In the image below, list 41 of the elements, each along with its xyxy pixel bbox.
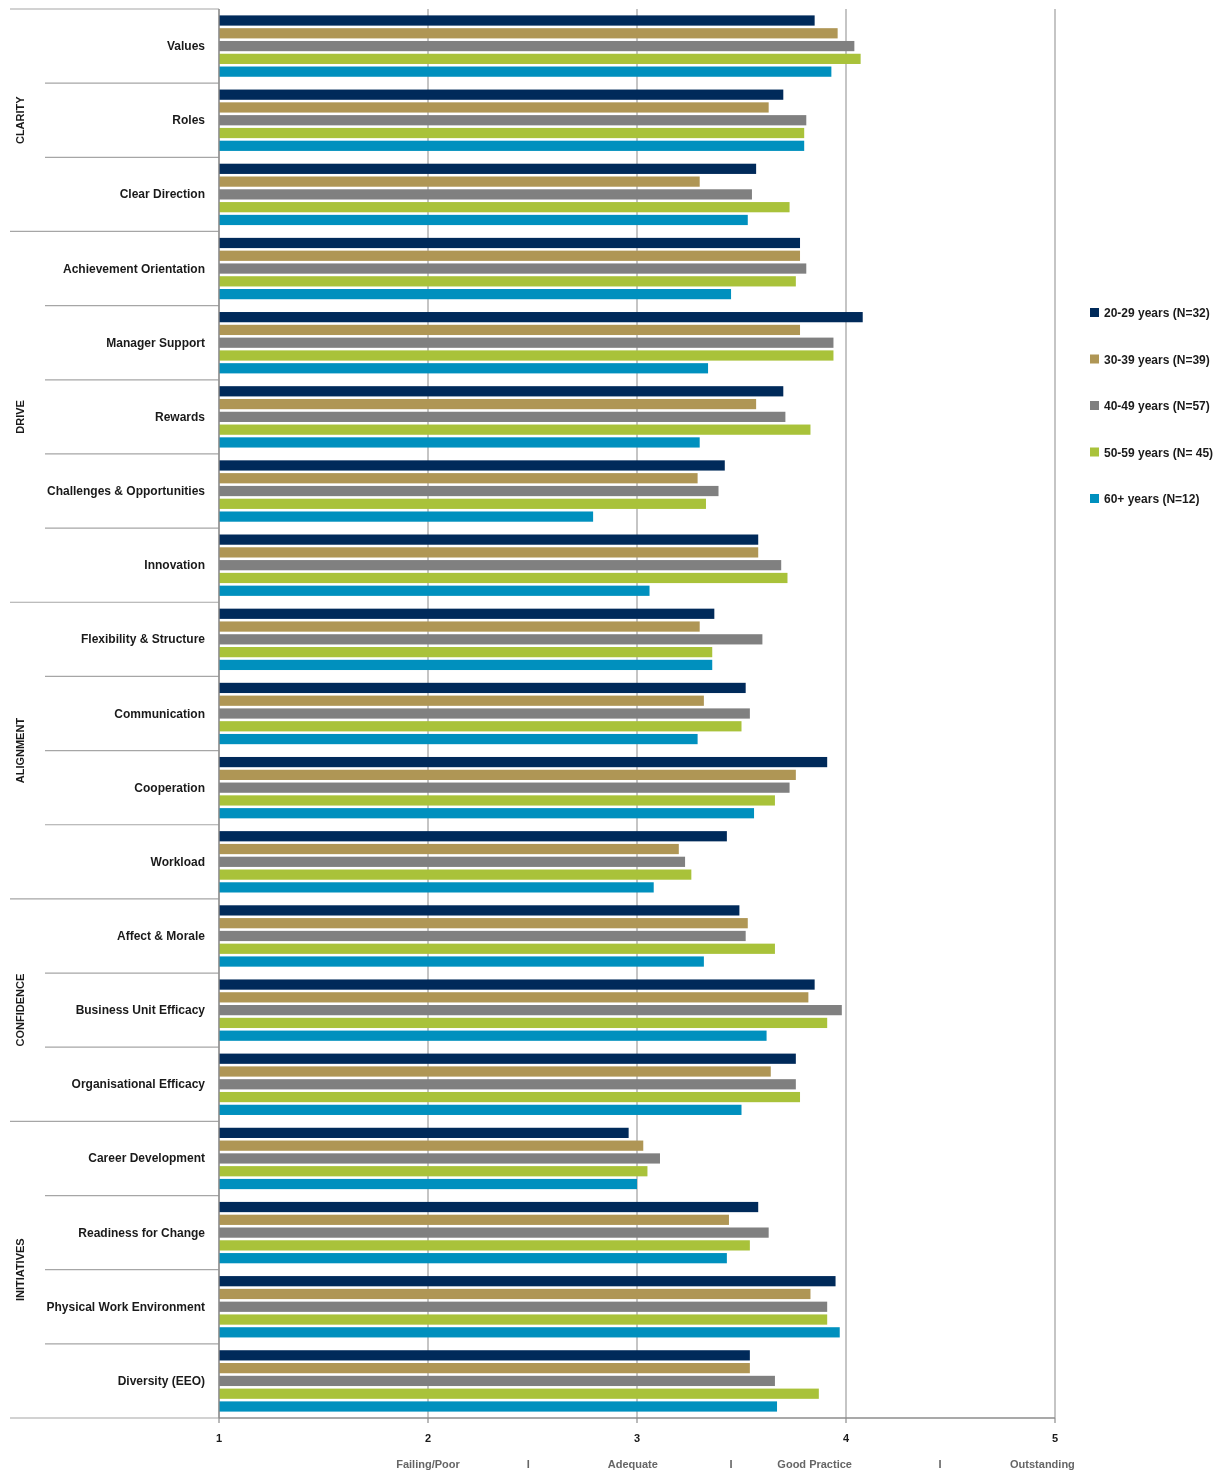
legend-label: 60+ years (N=12) [1104, 492, 1200, 506]
y-tick-label: Physical Work Environment [46, 1299, 205, 1314]
y-tick-label: Readiness for Change [78, 1225, 206, 1240]
y-tick-label: Communication [114, 706, 205, 721]
text: Good Practice [777, 1458, 852, 1470]
x-tick-label: 2 [424, 1432, 432, 1444]
x-tick-label: 1 [215, 1432, 223, 1444]
text: I [729, 1458, 733, 1470]
y-tick-label: Cooperation [134, 780, 205, 795]
y-tick-label: Affect & Morale [116, 928, 206, 943]
legend-label: 50-59 years (N= 45) [1104, 445, 1214, 460]
y-tick-label: Diversity (EEO) [117, 1373, 205, 1388]
text: CLARITY [14, 95, 26, 145]
y-tick-label: Achievement Orientation [62, 261, 205, 276]
text: DRIVE [14, 400, 26, 434]
text: I [526, 1458, 530, 1470]
text: CONFIDENCE [14, 973, 26, 1047]
text: I [938, 1458, 942, 1470]
y-tick-label: Workload [150, 854, 205, 869]
y-tick-label: Roles [172, 113, 206, 128]
legend-label: 30-39 years (N=39) [1104, 352, 1210, 367]
y-tick-label: Career Development [88, 1151, 205, 1166]
y-tick-label: Flexibility & Structure [80, 632, 206, 647]
text: Adequate [607, 1458, 658, 1470]
y-tick-label: Organisational Efficacy [71, 1077, 206, 1092]
x-tick-label: 3 [633, 1432, 641, 1444]
legend-label: 40-49 years (N=57) [1104, 399, 1210, 413]
y-tick-label: Rewards [154, 409, 206, 424]
y-tick-label: Manager Support [106, 335, 205, 350]
y-tick-label: Innovation [144, 558, 205, 573]
y-tick-label: Clear Direction [119, 187, 205, 202]
text: Failing/Poor [396, 1458, 461, 1470]
text: INITIATIVES [14, 1238, 26, 1302]
x-tick-label: 4 [842, 1432, 850, 1444]
y-tick-label: Values [166, 39, 206, 54]
x-tick-label: 5 [1051, 1432, 1059, 1444]
text: Outstanding [1010, 1458, 1075, 1470]
text: ALIGNMENT [14, 717, 26, 784]
y-tick-label: Business Unit Efficacy [75, 1003, 206, 1018]
y-tick-label: Challenges & Opportunities [46, 484, 206, 499]
legend-label: 20-29 years (N=32) [1104, 306, 1210, 320]
